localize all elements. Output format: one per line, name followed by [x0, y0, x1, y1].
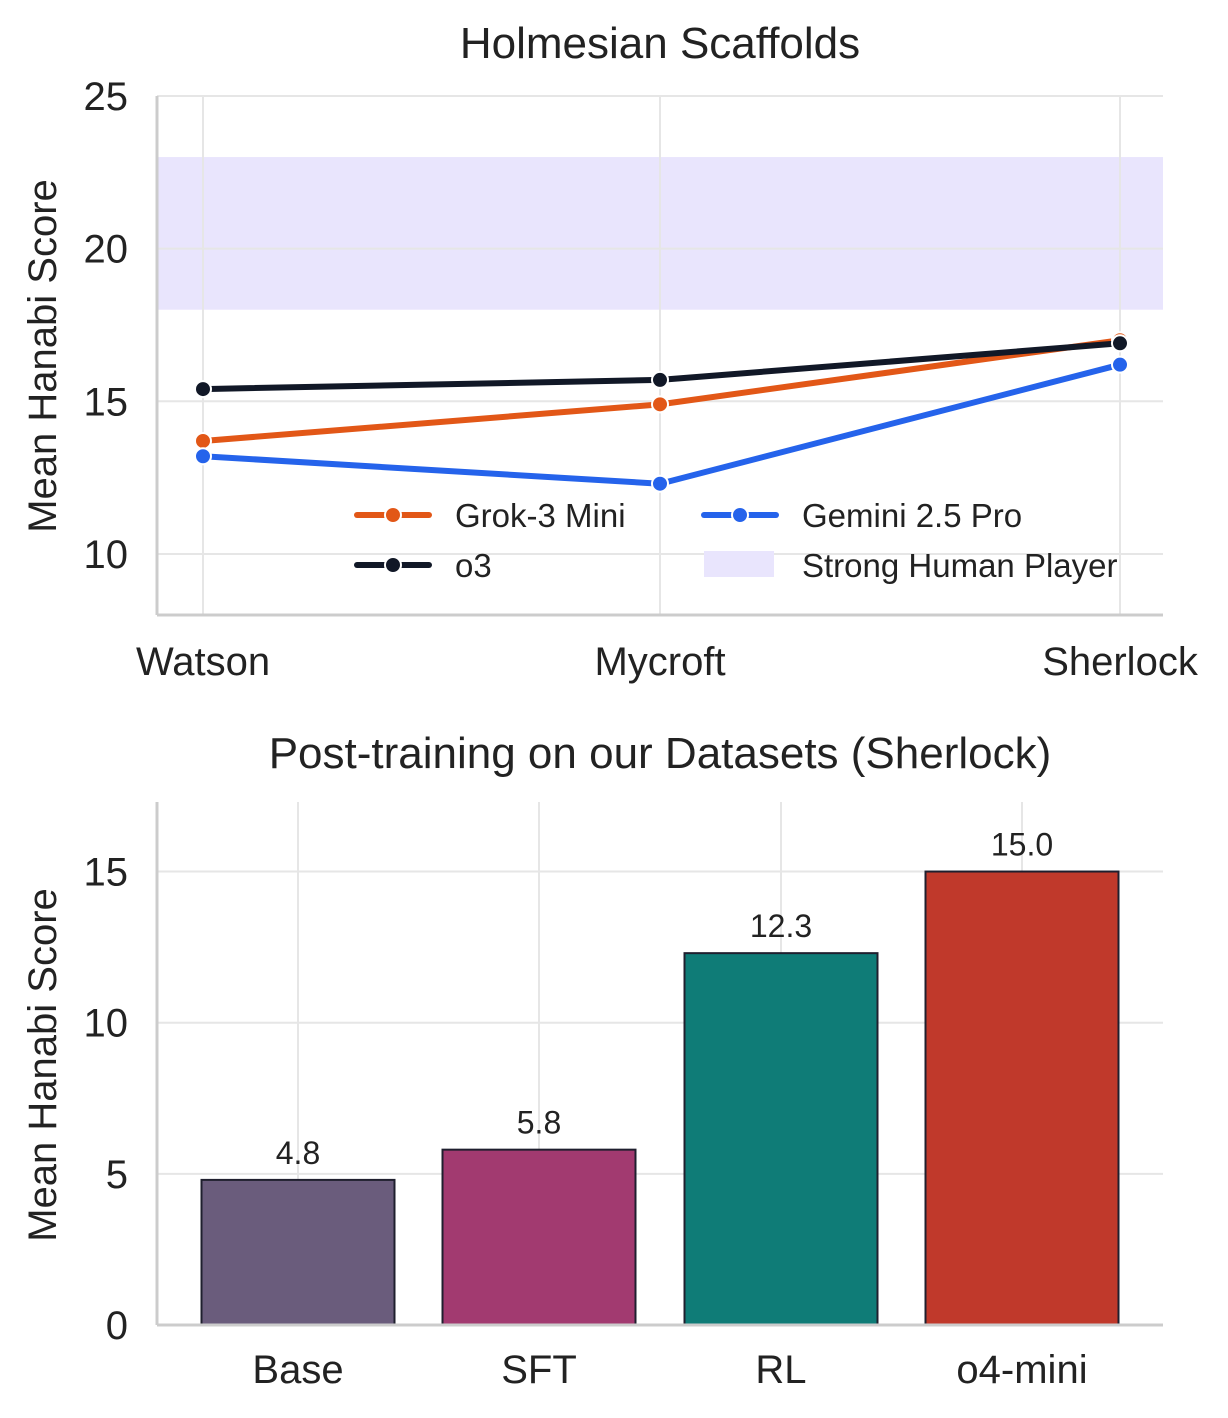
line-chart-grid [157, 95, 1163, 615]
x-tick-label-sft: SFT [501, 1348, 577, 1392]
y-tick-label: 5 [106, 1153, 128, 1197]
x-tick-label-rl: RL [755, 1348, 806, 1392]
y-tick-label: 15 [84, 380, 129, 424]
bar-chart-bars-layer: 4.8 5.8 12.3 15.0 [200, 827, 1120, 1326]
line-chart-y-axis-label: Mean Hanabi Score [21, 179, 65, 533]
x-tick-label-watson: Watson [136, 640, 270, 684]
data-point-gemini-2-5-pro [194, 447, 212, 466]
bar-base [200, 1178, 396, 1326]
y-tick-label: 10 [84, 1002, 129, 1046]
line-chart-legend: Grok-3 Mini o3 Gemini 2.5 Pro Strong Human … [354, 497, 1117, 584]
y-tick-label: 15 [84, 851, 129, 895]
legend-label: Gemini 2.5 Pro [802, 497, 1022, 534]
legend-band-swatch [704, 551, 774, 577]
legend-label: o3 [455, 547, 492, 584]
line-chart-panel: Holmesian Scaffolds Mean Hanabi Score 10… [21, 19, 1199, 684]
line-chart-series-layer [194, 331, 1129, 493]
y-tick-label: 10 [84, 533, 129, 577]
line-chart-axes: 10 15 20 25 Watson Mycroft Sherlock [84, 75, 1199, 684]
bar-value-label-o4-mini: 15.0 [991, 827, 1053, 863]
bar-value-label-rl: 12.3 [750, 908, 812, 944]
x-tick-label-o4-mini: o4-mini [956, 1348, 1087, 1392]
y-tick-label: 0 [106, 1304, 128, 1348]
data-point-gemini-2-5-pro [651, 474, 669, 493]
x-tick-label-base: Base [252, 1348, 343, 1392]
bar-value-label-sft: 5.8 [517, 1105, 561, 1141]
bar-o4-mini [924, 870, 1120, 1326]
bar-chart-title: Post-training on our Datasets (Sherlock) [269, 729, 1052, 778]
legend-item-o3: o3 [354, 547, 492, 584]
bar-sft [441, 1148, 637, 1326]
legend-marker [731, 506, 749, 524]
data-point-gemini-2-5-pro [1111, 355, 1129, 374]
bar-value-label-base: 4.8 [276, 1135, 320, 1171]
bar-chart-axes: 0 5 10 15 Base SFT RL o4-mini [84, 802, 1163, 1392]
bar-rl [683, 952, 879, 1326]
y-tick-label: 20 [84, 228, 129, 272]
legend-label: Strong Human Player [802, 547, 1117, 584]
data-point-o3 [1111, 334, 1129, 353]
legend-label: Grok-3 Mini [455, 497, 626, 534]
y-tick-label: 25 [84, 75, 129, 119]
data-point-o3 [194, 380, 212, 399]
legend-item-grok-3-mini: Grok-3 Mini [354, 497, 626, 534]
bar-chart-y-axis-label: Mean Hanabi Score [21, 888, 65, 1242]
legend-marker [384, 506, 402, 524]
data-point-grok-3-mini [194, 431, 212, 450]
x-tick-label-sherlock: Sherlock [1042, 640, 1199, 684]
legend-item-gemini-2-5-pro: Gemini 2.5 Pro [701, 497, 1022, 534]
data-point-o3 [651, 370, 669, 389]
legend-marker [384, 556, 402, 574]
data-point-grok-3-mini [651, 395, 669, 414]
legend-item-strong-human-player: Strong Human Player [704, 547, 1117, 584]
x-tick-label-mycroft: Mycroft [594, 640, 725, 684]
bar-chart-panel: Post-training on our Datasets (Sherlock)… [21, 729, 1163, 1392]
line-chart-title: Holmesian Scaffolds [460, 19, 860, 68]
